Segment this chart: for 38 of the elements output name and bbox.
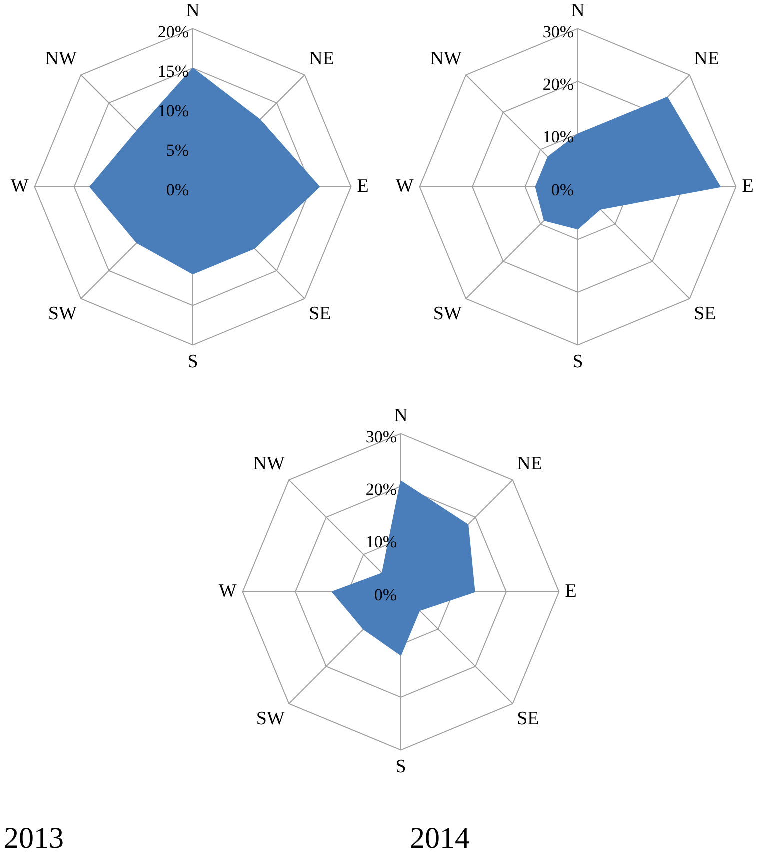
y-tick-label: 10% <box>542 128 574 147</box>
spoke-label: NW <box>253 453 285 474</box>
spoke-label: NE <box>694 48 720 70</box>
spoke-label: SE <box>309 303 332 324</box>
spoke-label: NW <box>430 48 462 70</box>
y-tick-label: 10% <box>158 101 189 120</box>
spoke-label: E <box>357 176 369 197</box>
spoke-label: W <box>10 176 29 197</box>
spoke-label: W <box>396 176 414 197</box>
spoke-label: NE <box>309 48 334 70</box>
spoke-label: S <box>396 756 406 778</box>
spoke-label: S <box>572 352 584 373</box>
spoke-label: SE <box>517 708 540 730</box>
spoke-label: N <box>394 405 408 426</box>
spoke-label: SE <box>694 303 716 324</box>
y-tick-label: 15% <box>158 62 189 81</box>
spoke-label: SW <box>256 708 285 730</box>
text: 2014 <box>410 822 470 856</box>
spoke-label: NW <box>45 48 77 70</box>
spoke-label: NE <box>517 453 542 474</box>
spoke-label: N <box>186 0 200 22</box>
spoke-label: E <box>742 176 754 197</box>
spoke-label: N <box>571 0 586 22</box>
y-tick-label: 20% <box>366 480 397 499</box>
spoke-label: E <box>565 580 577 602</box>
y-tick-label: 5% <box>166 140 189 160</box>
spoke-label: SW <box>48 303 77 324</box>
y-tick-label: 20% <box>158 22 189 42</box>
y-tick-label: 0% <box>374 585 397 604</box>
y-tick-label: 20% <box>542 75 574 94</box>
y-tick-label: 0% <box>166 180 189 200</box>
text: 2013 <box>4 822 64 856</box>
y-tick-label: 30% <box>366 427 397 446</box>
spoke-label: SW <box>433 303 462 324</box>
y-tick-label: 30% <box>542 22 574 42</box>
spoke-label: W <box>218 580 237 602</box>
spoke-label: S <box>188 352 198 373</box>
y-tick-label: 0% <box>551 180 574 200</box>
